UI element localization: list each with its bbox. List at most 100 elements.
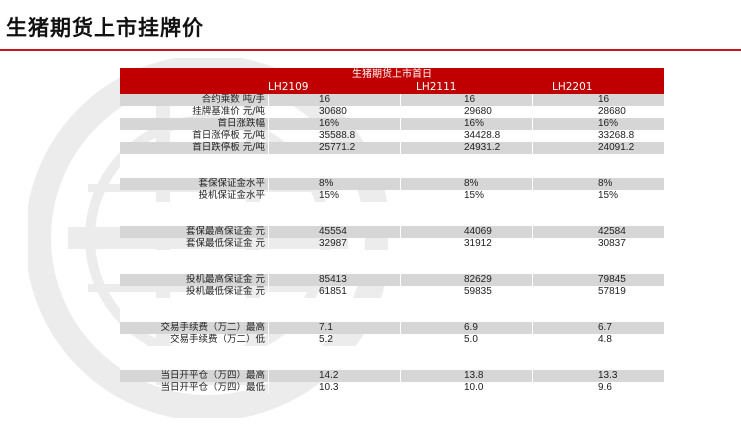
row-label: 当日开平仓（万四）最低 — [160, 382, 265, 393]
table-row: 挂牌基准价 元/吨 30680 29680 28680 — [120, 106, 664, 118]
cell-lh2109 — [268, 262, 400, 274]
table-row — [120, 262, 664, 274]
table-row — [120, 214, 664, 226]
table-row: 首日跌停板 元/吨 25771.2 24931.2 24091.2 — [120, 142, 664, 154]
cell-lh2201: 4.8 — [532, 334, 664, 346]
cell-lh2111 — [400, 250, 532, 262]
row-label: 首日涨停板 元/吨 — [192, 130, 265, 141]
table-header-columns: LH2109 LH2111 LH2201 — [120, 81, 664, 94]
cell-lh2111 — [400, 214, 532, 226]
table-row: 套保最高保证金 元 45554 44069 42584 — [120, 226, 664, 238]
row-label: 投机最高保证金 元 — [185, 274, 265, 285]
row-label: 挂牌基准价 元/吨 — [192, 106, 265, 117]
cell-lh2201 — [532, 298, 664, 310]
cell-lh2109: 16 — [268, 94, 400, 106]
table-row: 首日涨跌幅 16% 16% 16% — [120, 118, 664, 130]
cell-lh2201: 15% — [532, 190, 664, 202]
cell-lh2111: 6.9 — [400, 322, 532, 334]
table-row: 投机最高保证金 元 85413 82629 79845 — [120, 274, 664, 286]
cell-lh2109: 45554 — [268, 226, 400, 238]
cell-lh2111 — [400, 154, 532, 166]
table-header-title: 生猪期货上市首日 — [120, 68, 664, 81]
table-row — [120, 154, 664, 166]
cell-lh2201: 8% — [532, 178, 664, 190]
cell-lh2201: 9.6 — [532, 382, 664, 394]
cell-lh2201: 13.3 — [532, 370, 664, 382]
cell-lh2201 — [532, 250, 664, 262]
cell-lh2201: 16% — [532, 118, 664, 130]
cell-lh2201 — [532, 154, 664, 166]
cell-lh2109: 5.2 — [268, 334, 400, 346]
cell-lh2109: 32987 — [268, 238, 400, 250]
cell-lh2111: 82629 — [400, 274, 532, 286]
cell-lh2109 — [268, 214, 400, 226]
cell-lh2111: 34428.8 — [400, 130, 532, 142]
table-row: 投机保证金水平 15% 15% 15% — [120, 190, 664, 202]
row-label: 套保最低保证金 元 — [185, 238, 265, 249]
row-label: 当日开平仓（万四）最高 — [160, 370, 265, 381]
cell-lh2111: 16 — [400, 94, 532, 106]
row-label — [120, 298, 268, 310]
row-label — [120, 154, 268, 166]
cell-lh2109: 61851 — [268, 286, 400, 298]
cell-lh2111: 5.0 — [400, 334, 532, 346]
table-row: 当日开平仓（万四）最高 14.2 13.8 13.3 — [120, 370, 664, 382]
cell-lh2201 — [532, 166, 664, 178]
table-row — [120, 346, 664, 358]
cell-lh2201 — [532, 310, 664, 322]
row-label — [120, 310, 268, 322]
cell-lh2201: 57819 — [532, 286, 664, 298]
cell-lh2111: 8% — [400, 178, 532, 190]
row-label — [120, 262, 268, 274]
cell-lh2111: 24931.2 — [400, 142, 532, 154]
cell-lh2201: 24091.2 — [532, 142, 664, 154]
cell-lh2111: 59835 — [400, 286, 532, 298]
cell-lh2109: 25771.2 — [268, 142, 400, 154]
cell-lh2111: 10.0 — [400, 382, 532, 394]
cell-lh2111: 15% — [400, 190, 532, 202]
table-row: 当日开平仓（万四）最低 10.3 10.0 9.6 — [120, 382, 664, 394]
cell-lh2109 — [268, 166, 400, 178]
cell-lh2201: 30837 — [532, 238, 664, 250]
cell-lh2111: 16% — [400, 118, 532, 130]
price-table: 生猪期货上市首日 LH2109 LH2111 LH2201 合约乘数 吨/手 16… — [120, 68, 664, 394]
cell-lh2109: 7.1 — [268, 322, 400, 334]
row-label: 交易手续费（万二）低 — [169, 334, 265, 345]
cell-lh2109 — [268, 154, 400, 166]
cell-lh2111: 44069 — [400, 226, 532, 238]
table-row: 套保保证金水平 8% 8% 8% — [120, 178, 664, 190]
cell-lh2111 — [400, 262, 532, 274]
row-label: 套保保证金水平 — [198, 178, 265, 189]
cell-lh2111: 13.8 — [400, 370, 532, 382]
cell-lh2201 — [532, 358, 664, 370]
cell-lh2111 — [400, 346, 532, 358]
row-label: 投机保证金水平 — [198, 190, 265, 201]
table-row: 交易手续费（万二）低 5.2 5.0 4.8 — [120, 334, 664, 346]
cell-lh2201: 42584 — [532, 226, 664, 238]
cell-lh2201 — [532, 346, 664, 358]
row-label — [120, 358, 268, 370]
cell-lh2109: 30680 — [268, 106, 400, 118]
cell-lh2111 — [400, 358, 532, 370]
column-header-lh2201: LH2201 — [552, 81, 593, 93]
table-row — [120, 250, 664, 262]
cell-lh2109 — [268, 310, 400, 322]
cell-lh2111 — [400, 166, 532, 178]
cell-lh2111 — [400, 310, 532, 322]
table-row: 套保最低保证金 元 32987 31912 30837 — [120, 238, 664, 250]
row-label — [120, 166, 268, 178]
cell-lh2111 — [400, 298, 532, 310]
cell-lh2201: 28680 — [532, 106, 664, 118]
cell-lh2201 — [532, 214, 664, 226]
cell-lh2201 — [532, 262, 664, 274]
column-header-lh2109: LH2109 — [268, 81, 309, 93]
cell-lh2201: 79845 — [532, 274, 664, 286]
cell-lh2111: 31912 — [400, 238, 532, 250]
cell-lh2109 — [268, 358, 400, 370]
row-label — [120, 346, 268, 358]
cell-lh2201: 16 — [532, 94, 664, 106]
cell-lh2109: 16% — [268, 118, 400, 130]
table-row — [120, 166, 664, 178]
table-row — [120, 358, 664, 370]
cell-lh2111: 29680 — [400, 106, 532, 118]
